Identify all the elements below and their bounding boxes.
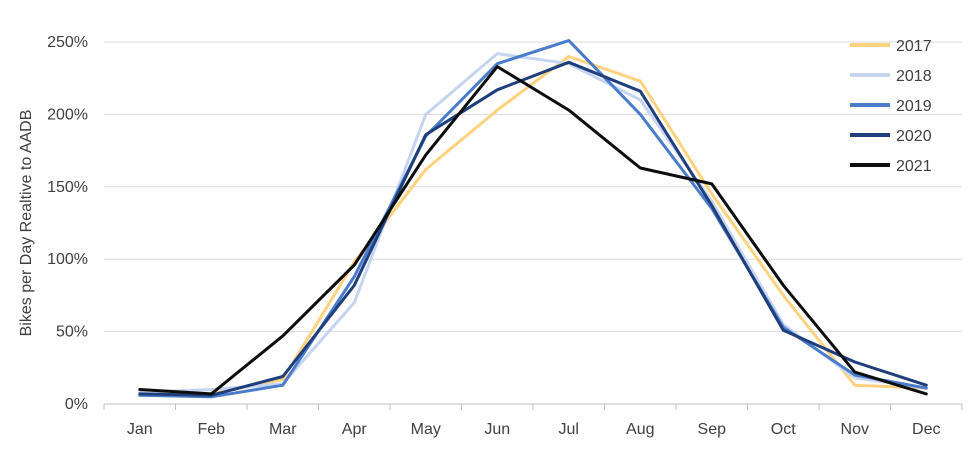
gridlines [104, 41, 962, 333]
x-tick-label: Apr [342, 421, 368, 438]
y-tick-label: 200% [47, 106, 88, 123]
series-line-2021 [138, 65, 928, 396]
series-line-2018 [138, 52, 928, 394]
y-axis-title: Bikes per Day Realtive to AADB [18, 110, 35, 337]
legend-label: 2017 [896, 38, 932, 55]
series-line-2017 [138, 55, 928, 397]
x-tick-label: Nov [841, 421, 869, 438]
y-tick-label: 150% [47, 179, 88, 196]
series-lines [138, 39, 928, 399]
x-tick-label: Sep [698, 421, 727, 438]
y-tick-label: 100% [47, 251, 88, 268]
y-tick-label: 0% [65, 396, 88, 413]
series-line-2020 [138, 60, 928, 397]
x-tick-label: Jun [484, 421, 510, 438]
legend-label: 2020 [896, 128, 932, 145]
x-tick-label: Oct [771, 421, 796, 438]
series-line-2019 [138, 39, 928, 399]
x-tick-label: Jul [559, 421, 579, 438]
legend-label: 2021 [896, 158, 932, 175]
y-tick-label: 50% [56, 324, 88, 341]
x-tick-label: Dec [912, 421, 940, 438]
axes: 0% 50% 100% 150% 200% 250% Jan Feb Mar Apr May Jun J… [47, 34, 963, 438]
y-tick-label: 250% [47, 34, 88, 51]
legend: 2017 2018 2019 2020 2021 [850, 38, 932, 175]
x-tick-label: Feb [197, 421, 225, 438]
x-tick-label: Jan [127, 421, 153, 438]
x-tick-label: May [411, 421, 441, 438]
x-tick-label: Aug [626, 421, 654, 438]
legend-label: 2018 [896, 68, 932, 85]
legend-label: 2019 [896, 98, 932, 115]
x-tick-label: Mar [269, 421, 297, 438]
